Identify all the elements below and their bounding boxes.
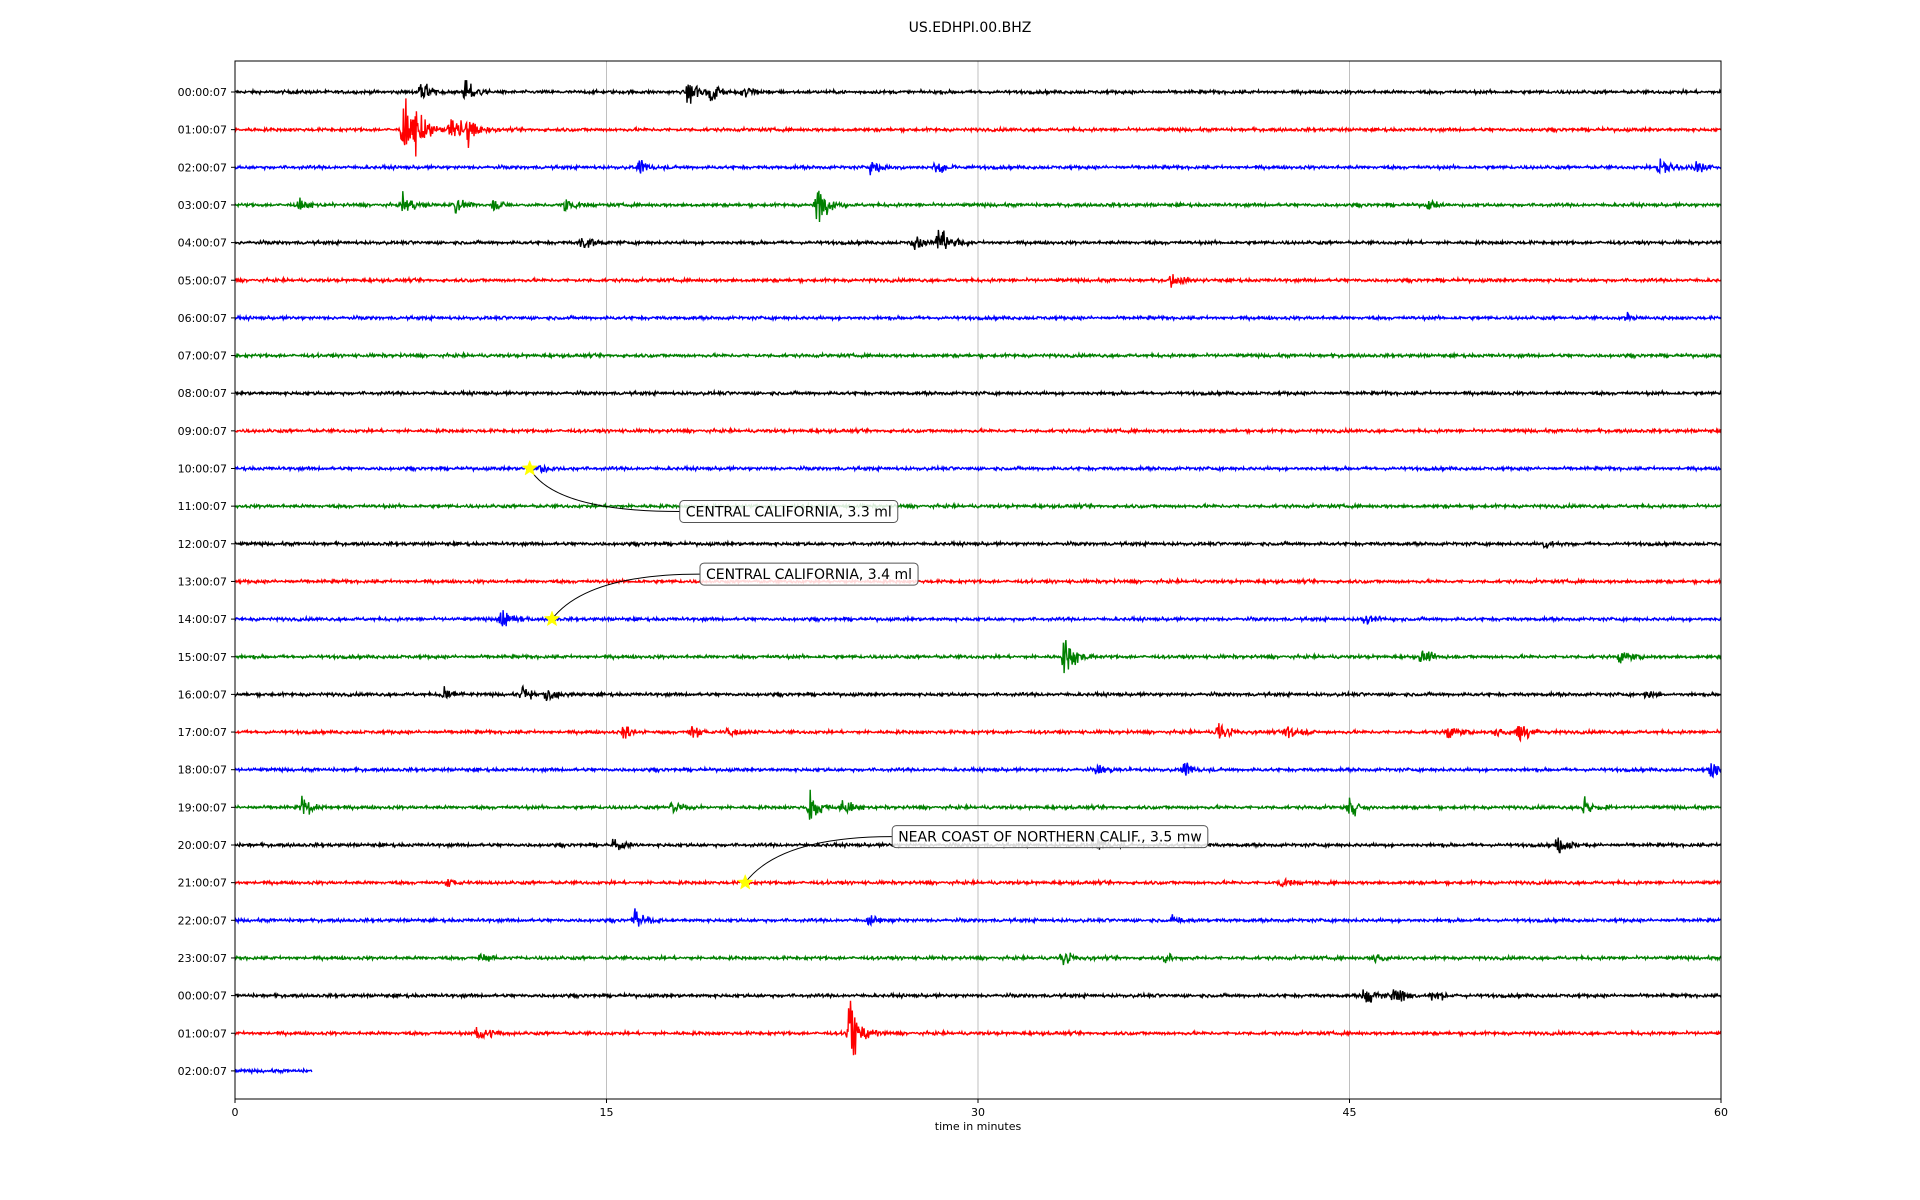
- seismic-traces: [234, 80, 1722, 1076]
- y-tick-labels: 00:00:07 01:00:07 02:00:07 03:00:07 04:00:07…: [178, 86, 235, 1078]
- trace-row: [234, 158, 1721, 176]
- trace-row: [234, 908, 1722, 927]
- plot-frame: [234, 60, 1722, 1100]
- x-axis-label: time in minutes: [935, 1120, 1022, 1133]
- trace-row: [234, 274, 1722, 288]
- x-tick-label: 15: [600, 1106, 614, 1119]
- trace-row: [234, 989, 1722, 1004]
- x-ticks: 0 15 30 45 60: [232, 1099, 1728, 1119]
- y-tick-label: 16:00:07: [178, 688, 227, 701]
- annotation-text: CENTRAL CALIFORNIA, 3.4 ml: [706, 567, 912, 583]
- x-tick-label: 30: [971, 1106, 985, 1119]
- y-tick-label: 07:00:07: [178, 350, 227, 363]
- trace-row: [234, 229, 1722, 250]
- trace-row: [234, 640, 1722, 674]
- y-tick-label: 23:00:07: [178, 952, 227, 965]
- trace-row: [234, 762, 1722, 779]
- chart-title: US.EDHPI.00.BHZ: [908, 20, 1032, 36]
- y-tick-label: 01:00:07: [178, 1027, 227, 1040]
- trace-row: [234, 789, 1722, 820]
- annotation-box: [699, 562, 919, 586]
- y-tick-label: 21:00:07: [178, 877, 227, 890]
- y-tick-label: 09:00:07: [178, 425, 227, 438]
- trace-row: [234, 684, 1722, 702]
- annotation-connector: [529, 468, 680, 512]
- trace-row: [234, 576, 1722, 586]
- event-star-marker: [543, 610, 561, 627]
- y-tick-label: 10:00:07: [178, 463, 227, 476]
- y-tick-label: 22:00:07: [178, 914, 227, 927]
- trace-row: [234, 1067, 313, 1076]
- trace-row: [234, 311, 1722, 323]
- trace-row: [234, 350, 1722, 360]
- trace-row: [234, 1000, 1722, 1056]
- trace-row: [234, 501, 1722, 511]
- y-tick-label: 00:00:07: [178, 86, 227, 99]
- annotation-connector: [744, 836, 893, 883]
- annotation-box: [891, 825, 1209, 849]
- event-star-marker: [736, 873, 754, 890]
- trace-row: [234, 463, 1722, 475]
- y-tick-label: 11:00:07: [178, 500, 227, 513]
- y-tick-label: 00:00:07: [178, 990, 227, 1003]
- y-tick-label: 08:00:07: [178, 387, 227, 400]
- annotation-label: CENTRAL CALIFORNIA, 3.3 ml: [679, 500, 899, 523]
- event-star-marker: [521, 459, 538, 476]
- y-tick-label: 20:00:07: [178, 839, 227, 852]
- trace-row: [234, 190, 1722, 223]
- event-annotations: CENTRAL CALIFORNIA, 3.3 ml CENTRAL CALIFO…: [521, 459, 1209, 890]
- annotation-connector: [551, 573, 701, 620]
- trace-row: [234, 723, 1722, 743]
- y-tick-label: 14:00:07: [178, 613, 227, 626]
- x-tick-label: 45: [1343, 1106, 1357, 1119]
- x-tick-label: 60: [1714, 1106, 1728, 1119]
- trace-row: [234, 80, 1722, 104]
- trace-row: [234, 952, 1722, 966]
- annotation-text: CENTRAL CALIFORNIA, 3.3 ml: [686, 505, 892, 521]
- y-tick-label: 19:00:07: [178, 801, 227, 814]
- trace-row: [234, 876, 1722, 888]
- y-tick-label: 13:00:07: [178, 575, 227, 588]
- trace-row: [234, 98, 1722, 157]
- trace-row: [234, 426, 1722, 436]
- y-tick-label: 15:00:07: [178, 651, 227, 664]
- trace-row: [234, 610, 1722, 627]
- trace-row: [234, 388, 1722, 398]
- y-tick-label: 04:00:07: [178, 237, 227, 250]
- x-tick-label: 0: [232, 1106, 239, 1119]
- y-tick-label: 12:00:07: [178, 538, 227, 551]
- y-tick-label: 18:00:07: [178, 764, 227, 777]
- y-tick-label: 06:00:07: [178, 312, 227, 325]
- y-tick-label: 02:00:07: [178, 161, 227, 174]
- y-tick-label: 01:00:07: [178, 124, 227, 137]
- annotation-text: NEAR COAST OF NORTHERN CALIF., 3.5 mw: [898, 830, 1202, 846]
- annotation-label: CENTRAL CALIFORNIA, 3.4 ml: [699, 562, 919, 586]
- annotation-label: NEAR COAST OF NORTHERN CALIF., 3.5 mw: [891, 825, 1209, 849]
- trace-row: [234, 539, 1722, 549]
- y-tick-label: 05:00:07: [178, 274, 227, 287]
- y-tick-label: 02:00:07: [178, 1065, 227, 1078]
- annotation-box: [679, 500, 899, 523]
- y-tick-label: 17:00:07: [178, 726, 227, 739]
- y-tick-label: 03:00:07: [178, 199, 227, 212]
